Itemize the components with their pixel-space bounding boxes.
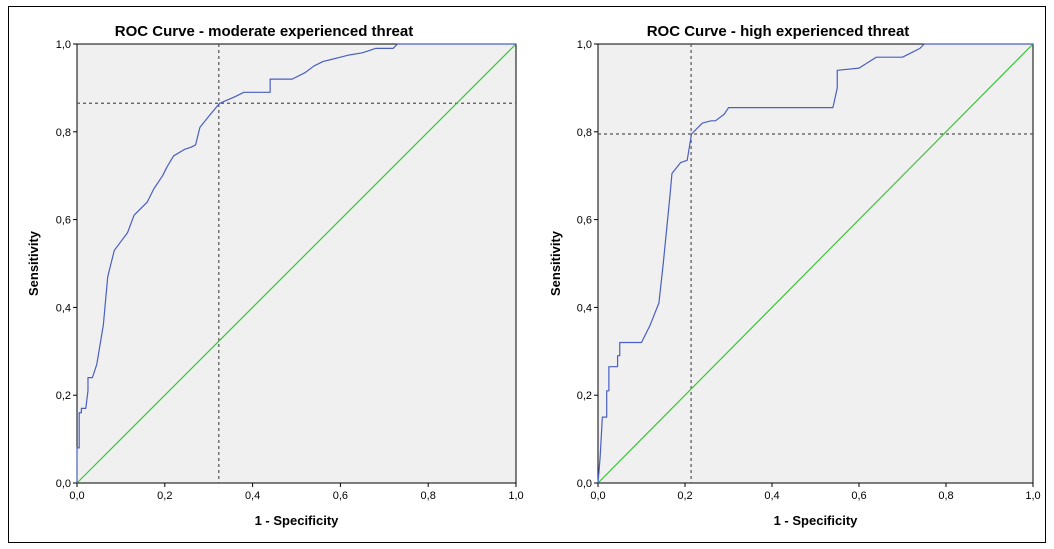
high-y-tick-label: 0,0 [577,478,592,490]
high-x-tick-label: 1,0 [1025,490,1040,502]
high-chart-title: ROC Curve - high experienced threat [647,23,910,40]
high-roc-chart: 0,0 0,2 0,4 0,6 0,8 1,0 0,0 0,2 0,4 0,6 0,8 1,0 ROC … [548,23,1041,528]
moderate-y-tick-label: 1,0 [56,39,71,51]
moderate-roc-chart: 0,0 0,2 0,4 0,6 0,8 1,0 0,0 0,2 0,4 0,6 0,8 1,0 ROC … [26,23,524,528]
high-reference-line [597,43,1034,484]
moderate-y-tick-label: 0,8 [56,127,71,139]
high-y-tick-label: 0,2 [577,390,592,402]
high-x-tick-label: 0,6 [851,490,866,502]
high-roc-curve [597,43,1033,484]
moderate-x-tick-label: 1,0 [508,490,523,502]
moderate-roc-curve [76,43,516,483]
moderate-x-tick-label: 0,8 [421,490,436,502]
high-y-tick-label: 0,6 [577,215,592,227]
moderate-y-tick-label: 0,0 [56,478,71,490]
high-x-tick-label: 0,4 [764,490,779,502]
moderate-x-axis-label: 1 - Specificity [255,513,340,528]
moderate-x-tick-label: 0,2 [157,490,172,502]
moderate-x-tick-label: 0,6 [333,490,348,502]
high-y-tick-label: 0,4 [577,302,592,314]
high-y-tick-label: 1,0 [577,39,592,51]
high-x-tick-label: 0,0 [590,490,605,502]
moderate-chart-title: ROC Curve - moderate experienced threat [115,23,413,40]
moderate-y-tick-label: 0,6 [56,215,71,227]
high-x-axis-label: 1 - Specificity [774,513,859,528]
moderate-y-tick-label: 0,4 [56,302,71,314]
high-x-tick-label: 0,2 [677,490,692,502]
moderate-y-axis-label: Sensitivity [26,230,41,296]
high-x-tick-label: 0,8 [938,490,953,502]
moderate-x-tick-label: 0,4 [245,490,260,502]
high-y-tick-label: 0,8 [577,127,592,139]
moderate-x-tick-label: 0,0 [69,490,84,502]
moderate-y-tick-label: 0,2 [56,390,71,402]
moderate-reference-line [76,43,517,484]
high-y-axis-label: Sensitivity [548,230,563,296]
